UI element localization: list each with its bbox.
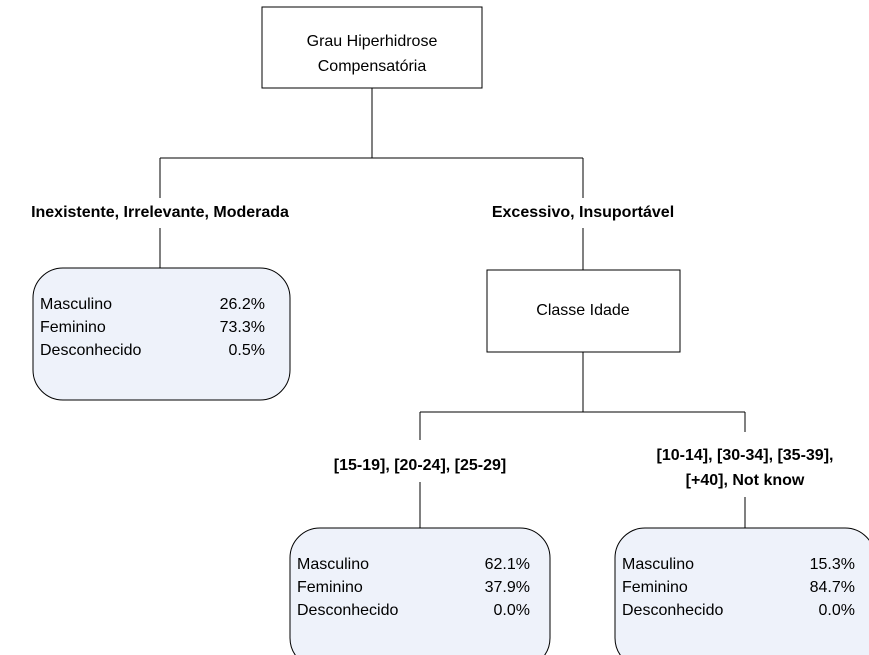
category-percent: 73.3%	[220, 319, 265, 336]
category-percent: 15.3%	[810, 556, 855, 573]
root-node	[261, 6, 483, 89]
branch-label: [15-19], [20-24], [25-29]	[334, 457, 507, 474]
branch-label: [+40], Not know	[686, 472, 805, 489]
leaf-node	[32, 267, 291, 401]
branch-label: [10-14], [30-34], [35-39],	[657, 447, 834, 464]
category-percent: 0.5%	[229, 342, 265, 359]
node-label: Compensatória	[318, 58, 427, 75]
leaf-node	[614, 527, 869, 655]
category-percent: 0.0%	[819, 602, 855, 619]
connectors	[159, 88, 746, 528]
leaf-node	[289, 527, 551, 655]
category-name: Masculino	[297, 556, 369, 573]
category-name: Desconhecido	[297, 602, 399, 619]
category-name: Masculino	[40, 296, 112, 313]
branch-label: Excessivo, Insuportável	[492, 204, 674, 221]
category-name: Feminino	[40, 319, 106, 336]
category-name: Desconhecido	[40, 342, 142, 359]
category-name: Feminino	[297, 579, 363, 596]
category-percent: 84.7%	[810, 579, 855, 596]
leaves: Masculino 26.2% Feminino 73.3% Desconhecido 0…	[32, 267, 869, 655]
category-name: Masculino	[622, 556, 694, 573]
category-percent: 37.9%	[485, 579, 530, 596]
node-label: Grau Hiperhidrose	[307, 33, 438, 50]
node-label: Classe Idade	[536, 302, 629, 319]
category-percent: 62.1%	[485, 556, 530, 573]
connector-lines	[159, 88, 746, 528]
branch-label: Inexistente, Irrelevante, Moderada	[31, 204, 289, 221]
category-name: Desconhecido	[622, 602, 724, 619]
category-name: Feminino	[622, 579, 688, 596]
category-percent: 26.2%	[220, 296, 265, 313]
category-percent: 0.0%	[494, 602, 530, 619]
split-node	[486, 269, 681, 353]
